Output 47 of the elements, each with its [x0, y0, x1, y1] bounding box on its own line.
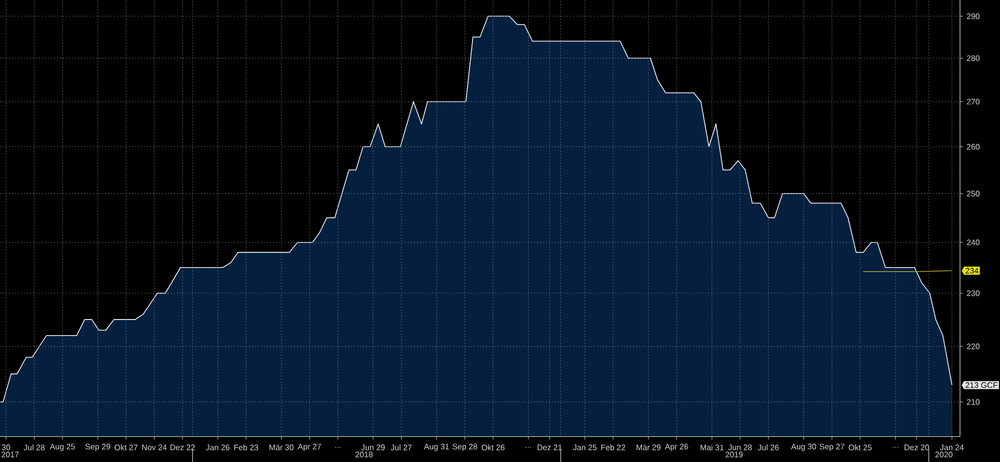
x-tick-label: Jul 26	[758, 444, 779, 450]
x-tick-label: 30	[2, 444, 10, 450]
x-tick-label: Jul 27	[390, 444, 412, 450]
x-tick-label: Feb 23	[234, 444, 258, 450]
x-tick-label: Aug 25	[50, 444, 75, 451]
x-tick-label: Mär 30	[270, 444, 294, 450]
x-tick-label: Sep 27	[820, 444, 844, 451]
x-tick-label: Sep 29	[86, 444, 110, 451]
x-tick-label: Dez 20	[904, 444, 930, 450]
x-tick-label: Jun 28	[728, 444, 752, 450]
x-tick-label: Sep 28	[452, 444, 478, 451]
x-tick-label: ...	[335, 446, 340, 448]
x-tick-label: Dez 22	[170, 444, 195, 450]
x-tick-label: Mai 31	[700, 444, 724, 450]
x-tick-label: Feb 22	[601, 444, 626, 450]
y-tick-label: 250	[966, 190, 980, 196]
y-tick-label: 230	[966, 290, 980, 296]
x2-tick-label: 2020	[935, 452, 952, 458]
y-tick-label: 220	[966, 344, 980, 350]
x-tick-label: Jan 26	[206, 444, 230, 450]
y-tick-label: 280	[966, 55, 980, 62]
x-tick-label: Apr 27	[298, 444, 321, 451]
x-tick-label: Mär 29	[636, 444, 660, 450]
x2-tick-label: 2018	[356, 452, 373, 458]
x-tick-label: Jan 24	[940, 444, 964, 450]
x-tick-label: Okt 25	[848, 444, 872, 450]
x-tick-label: ...	[892, 446, 898, 448]
data-label: 213 GCF	[966, 382, 998, 388]
x-tick-label: Apr 26	[664, 444, 688, 451]
x-tick-label: Jul 28	[24, 444, 45, 450]
y-tick-label: 290	[966, 13, 980, 20]
x-tick-label: Okt 27	[114, 444, 138, 450]
y-tick-label: 210	[966, 399, 980, 405]
x-tick-label: Dez 21	[538, 444, 562, 450]
x-tick-label: Aug 30	[791, 444, 816, 451]
data-label: 234	[966, 268, 978, 274]
x-tick-label: Jan 25	[573, 444, 597, 450]
x2-tick-label: 2017	[2, 452, 19, 458]
x-tick-label: Nov 24	[142, 444, 167, 450]
y-tick-label: 270	[966, 98, 980, 104]
x-tick-label: Jun 29	[361, 444, 385, 450]
x-tick-label: ...	[526, 446, 532, 448]
x2-tick-label: 2019	[726, 452, 743, 458]
y-tick-label: 260	[966, 144, 980, 150]
x-tick-label: Okt 26	[482, 444, 505, 450]
x-tick-label: Aug 31	[424, 444, 449, 451]
y-tick-label: 240	[966, 240, 980, 246]
